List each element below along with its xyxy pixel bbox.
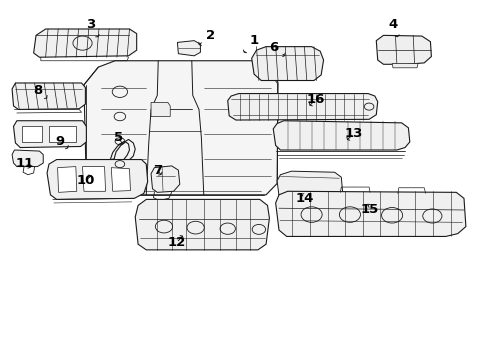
Text: 1: 1 (243, 34, 258, 53)
Text: 15: 15 (360, 203, 378, 216)
Polygon shape (111, 168, 130, 191)
Text: 12: 12 (167, 235, 185, 249)
Polygon shape (376, 35, 430, 64)
Polygon shape (12, 150, 43, 167)
Polygon shape (14, 121, 86, 148)
Polygon shape (82, 167, 105, 191)
Text: 13: 13 (344, 127, 362, 140)
Text: 3: 3 (85, 18, 99, 37)
Text: 2: 2 (199, 29, 215, 45)
Polygon shape (151, 166, 180, 192)
Polygon shape (84, 61, 278, 195)
Text: 14: 14 (295, 192, 313, 205)
Polygon shape (227, 94, 377, 120)
Polygon shape (273, 121, 409, 150)
Polygon shape (34, 29, 137, 57)
Text: 4: 4 (387, 18, 398, 37)
Polygon shape (135, 199, 269, 250)
Text: 5: 5 (114, 131, 123, 144)
Polygon shape (21, 126, 42, 142)
Text: 10: 10 (76, 174, 94, 187)
Polygon shape (275, 191, 465, 237)
Polygon shape (177, 41, 200, 56)
Polygon shape (391, 64, 417, 68)
Polygon shape (58, 167, 77, 192)
Text: 11: 11 (16, 157, 34, 170)
Text: 7: 7 (152, 164, 162, 177)
Text: 8: 8 (33, 84, 47, 99)
Polygon shape (251, 47, 323, 81)
Polygon shape (277, 171, 342, 201)
Polygon shape (47, 159, 147, 199)
Polygon shape (151, 102, 170, 117)
Text: 9: 9 (55, 135, 68, 149)
Text: 6: 6 (268, 41, 285, 57)
Polygon shape (12, 83, 85, 109)
Polygon shape (49, 126, 76, 142)
Text: 16: 16 (305, 93, 324, 106)
